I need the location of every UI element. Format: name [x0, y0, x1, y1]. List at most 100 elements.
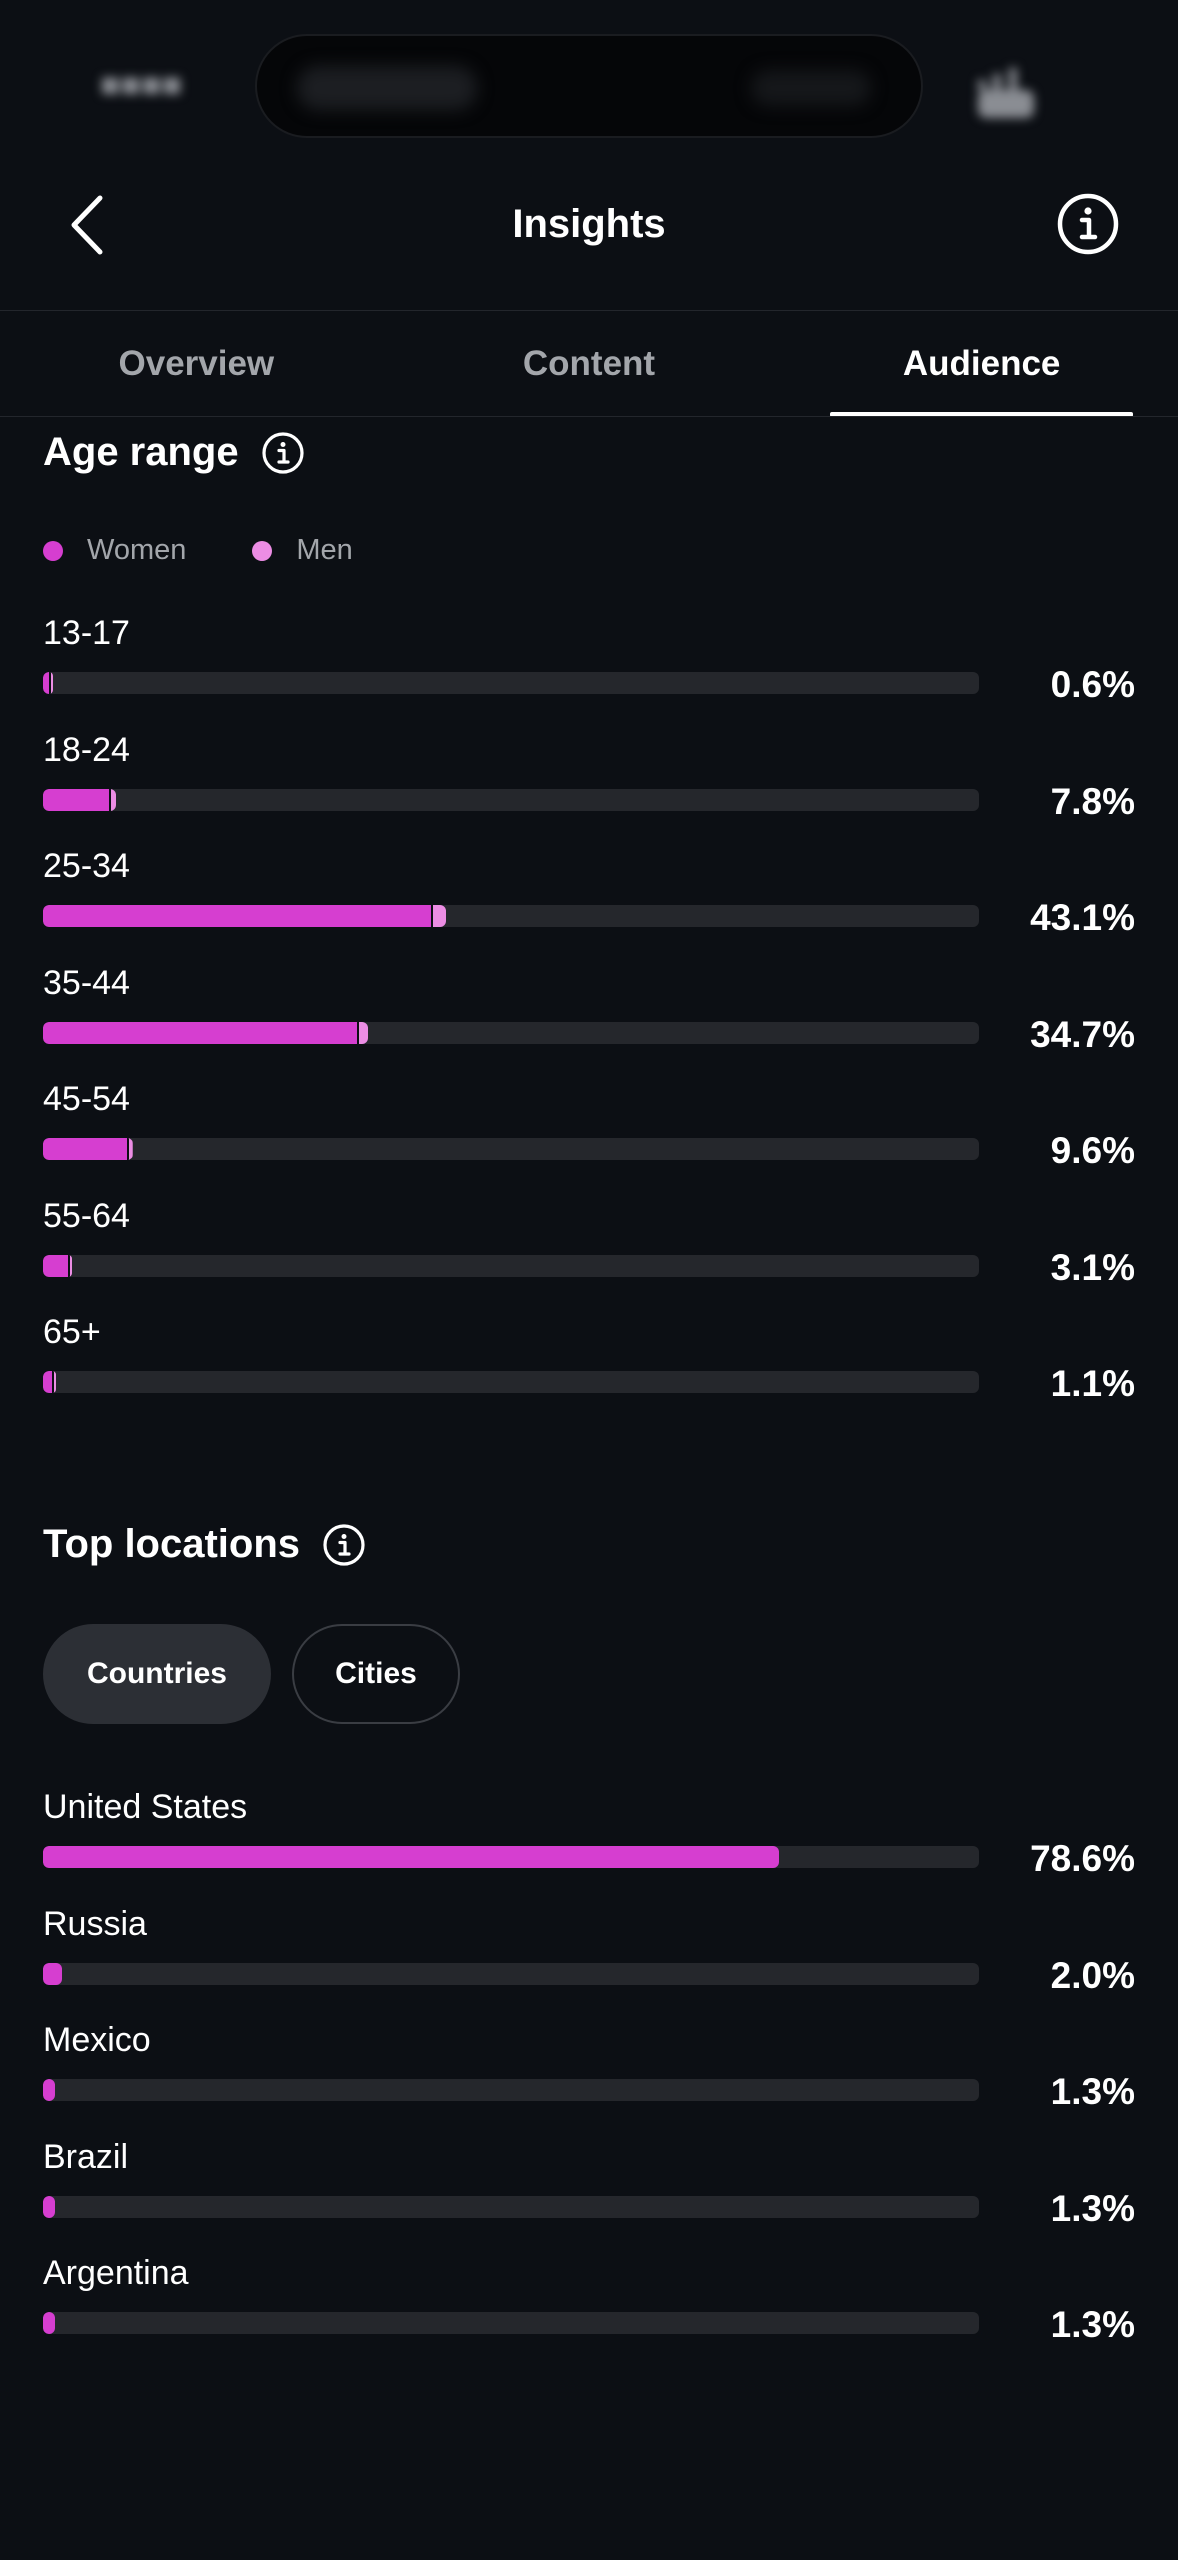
age-bar-men [357, 1022, 368, 1044]
location-row-label: Russia [43, 1905, 147, 1943]
age-bar-track [43, 905, 979, 927]
age-bar-women [43, 672, 49, 694]
age-bar-women [43, 905, 432, 927]
location-row: Brazil 1.3% [43, 2138, 1135, 2248]
tab-overview[interactable]: Overview [118, 344, 275, 383]
age-bar-women [43, 1255, 69, 1277]
status-time-blurred: ■■■■ [100, 66, 183, 104]
age-bar-women [43, 1022, 358, 1044]
top-locations-info-icon[interactable] [322, 1523, 366, 1567]
dynamic-island [255, 34, 923, 138]
location-row: Argentina 1.3% [43, 2254, 1135, 2364]
age-bar-men [108, 789, 116, 811]
legend-item-women: Women [43, 534, 186, 567]
location-bar-track [43, 2079, 979, 2101]
location-row-value: 1.3% [1050, 2188, 1135, 2229]
location-bar-track [43, 1963, 979, 1985]
info-icon [1057, 193, 1119, 255]
age-range-section-title: Age range [43, 430, 305, 475]
age-legend: Women Men [43, 534, 419, 567]
chevron-left-icon [71, 195, 103, 255]
age-row-value: 0.6% [1050, 664, 1135, 705]
age-range-title: Age range [43, 430, 239, 474]
info-button[interactable] [1056, 192, 1120, 256]
status-bar: ■■■■ [0, 0, 1178, 150]
age-row: 65+ 1.1% [43, 1313, 1135, 1423]
age-bar-women [43, 1138, 128, 1160]
age-bar-men [52, 1371, 57, 1393]
age-row-label: 35-44 [43, 964, 130, 1002]
age-row-label: 55-64 [43, 1197, 130, 1235]
location-row-value: 1.3% [1050, 2304, 1135, 2345]
location-row-value: 2.0% [1050, 1955, 1135, 1996]
chip-cities[interactable]: Cities [292, 1624, 460, 1724]
island-blur-right [751, 70, 871, 106]
top-locations-section-title: Top locations [43, 1522, 366, 1567]
location-bar-fill [43, 1963, 62, 1985]
location-bar-fill [43, 2079, 56, 2101]
top-locations-title: Top locations [43, 1522, 301, 1566]
location-row: Russia 2.0% [43, 1905, 1135, 2015]
chip-countries[interactable]: Countries [43, 1624, 271, 1724]
age-row-value: 9.6% [1050, 1130, 1135, 1171]
age-row-value: 43.1% [1030, 897, 1135, 938]
legend-dot-men [252, 540, 273, 561]
age-row-value: 7.8% [1050, 781, 1135, 822]
age-row: 45-54 9.6% [43, 1080, 1135, 1190]
age-row-label: 45-54 [43, 1080, 130, 1118]
island-blur-left [297, 66, 477, 110]
location-row: United States 78.6% [43, 1788, 1135, 1898]
location-bar-fill [43, 2196, 56, 2218]
location-row-value: 1.3% [1050, 2071, 1135, 2112]
location-row-label: Brazil [43, 2138, 129, 2176]
location-row-value: 78.6% [1030, 1838, 1135, 1879]
header: Insights [0, 150, 1178, 310]
location-bar-track [43, 2196, 979, 2218]
location-row: Mexico 1.3% [43, 2021, 1135, 2131]
age-bar-women [43, 1371, 53, 1393]
age-row: 18-24 7.8% [43, 731, 1135, 841]
age-bar-men [127, 1138, 133, 1160]
age-row-label: 18-24 [43, 731, 130, 769]
age-bar-track [43, 1022, 979, 1044]
age-row: 13-17 0.6% [43, 614, 1135, 724]
location-bar-fill [43, 1846, 779, 1868]
age-row-label: 65+ [43, 1313, 101, 1351]
age-bar-track [43, 1371, 979, 1393]
location-row-label: Argentina [43, 2254, 189, 2292]
location-bar-track [43, 2312, 979, 2334]
age-row: 25-34 43.1% [43, 847, 1135, 957]
page-title: Insights [512, 202, 666, 246]
age-bar-women [43, 789, 109, 811]
age-row-value: 34.7% [1030, 1014, 1135, 1055]
back-button[interactable] [56, 190, 126, 260]
age-row: 35-44 34.7% [43, 964, 1135, 1074]
legend-item-men: Men [252, 534, 353, 567]
legend-dot-women [43, 540, 63, 561]
age-row-value: 1.1% [1050, 1363, 1135, 1404]
tab-content[interactable]: Content [522, 344, 656, 383]
location-row-label: Mexico [43, 2021, 151, 2059]
tabs-divider [0, 416, 1178, 417]
legend-label-women: Women [87, 534, 187, 566]
tab-audience[interactable]: Audience [785, 311, 1178, 417]
age-row: 55-64 3.1% [43, 1197, 1135, 1307]
location-filter-chips: Countries Cities [43, 1624, 481, 1724]
location-row-label: United States [43, 1788, 248, 1826]
age-range-info-icon[interactable] [261, 431, 305, 475]
legend-label-men: Men [296, 534, 353, 566]
age-bar-track [43, 1138, 979, 1160]
age-bar-men [68, 1255, 73, 1277]
location-bar-fill [43, 2312, 56, 2334]
header-divider [0, 310, 1178, 311]
location-bar-track [43, 1846, 979, 1868]
age-bar-men [431, 905, 447, 927]
age-bar-track [43, 1255, 979, 1277]
age-bar-track [43, 789, 979, 811]
status-icons-blurred [978, 68, 1088, 118]
age-row-label: 25-34 [43, 847, 130, 885]
age-bar-track [43, 672, 979, 694]
tab-bar: Overview Content Audience [0, 311, 1178, 417]
age-bar-men [49, 672, 53, 694]
